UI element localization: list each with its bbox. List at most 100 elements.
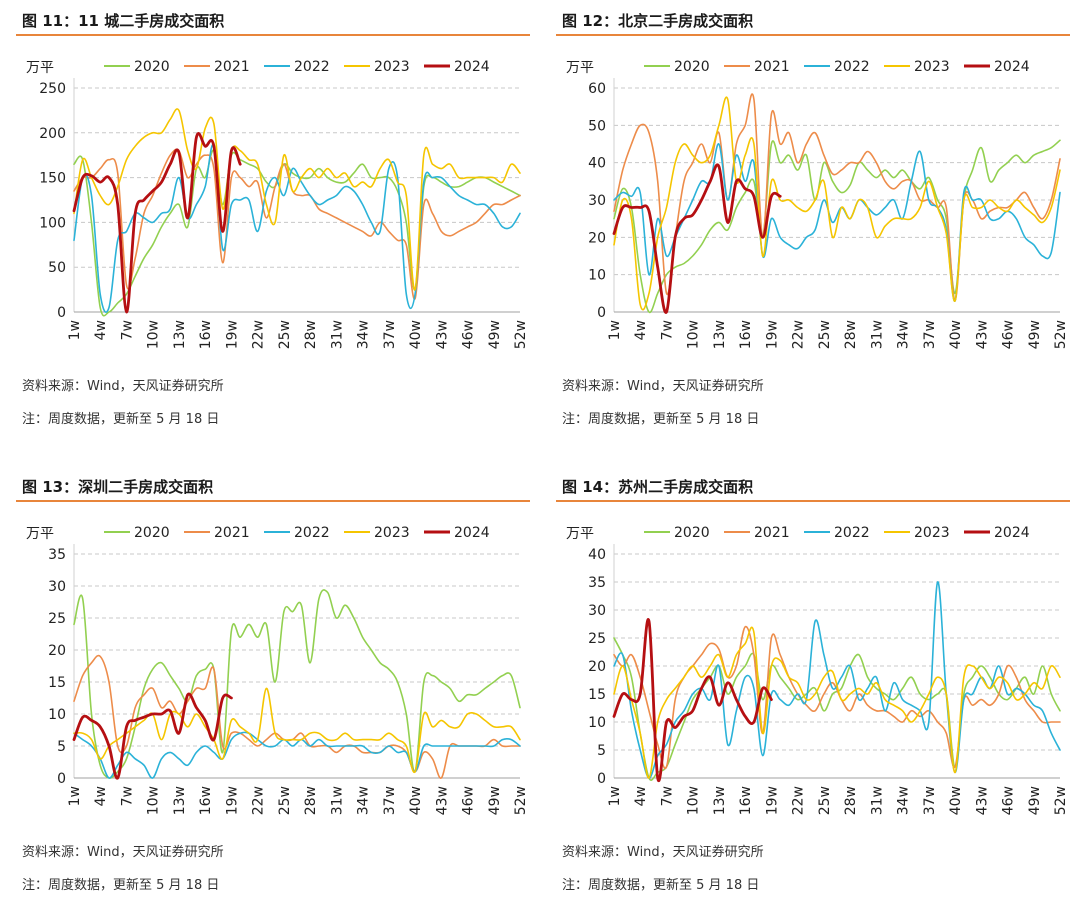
x-tick-label: 28w xyxy=(303,786,319,815)
series-line-2021 xyxy=(73,654,521,779)
y-unit-label: 万平 xyxy=(566,526,594,542)
series-line-2020 xyxy=(613,637,1061,781)
x-tick-label: 7w xyxy=(120,786,136,806)
x-tick-label: 19w xyxy=(764,786,780,815)
x-tick-label: 1w xyxy=(67,786,83,806)
panel-title: 图 13：深圳二手房成交面积 xyxy=(22,478,214,496)
x-tick-label: 43w xyxy=(434,786,450,815)
x-tick-label: 1w xyxy=(67,320,83,340)
y-tick-label: 0 xyxy=(57,771,66,787)
series-line-2022 xyxy=(73,143,521,313)
x-tick-label: 25w xyxy=(817,320,833,349)
x-tick-label: 7w xyxy=(660,320,676,340)
y-tick-label: 25 xyxy=(588,631,606,647)
x-tick-label: 37w xyxy=(922,320,938,349)
x-tick-label: 49w xyxy=(1027,786,1043,815)
x-tick-label: 40w xyxy=(408,320,424,349)
legend-label-2022: 2022 xyxy=(294,525,330,541)
y-tick-label: 20 xyxy=(48,643,66,659)
x-tick-label: 1w xyxy=(607,786,623,806)
x-tick-label: 43w xyxy=(974,786,990,815)
x-tick-label: 31w xyxy=(329,786,345,815)
chart-panel-13: 图 13：深圳二手房成交面积 0 5 10 15 20 25 30 35 万平 1w 4w 7w 10w… xyxy=(16,474,530,893)
legend-label-2022: 2022 xyxy=(834,525,870,541)
series-line-2020 xyxy=(73,589,521,779)
y-tick-label: 15 xyxy=(48,675,66,691)
y-tick-label: 30 xyxy=(588,193,606,209)
legend-label-2023: 2023 xyxy=(374,59,410,75)
source-note: 资料来源：Wind，天风证券研究所 xyxy=(562,845,764,860)
y-tick-label: 35 xyxy=(588,575,606,591)
y-tick-label: 100 xyxy=(39,215,66,231)
x-tick-label: 49w xyxy=(487,320,503,349)
series-line-2024 xyxy=(72,692,233,780)
title-divider xyxy=(16,34,530,36)
x-tick-label: 13w xyxy=(172,786,188,815)
y-tick-label: 60 xyxy=(588,81,606,97)
update-note: 注：周度数据，更新至 5 月 18 日 xyxy=(22,412,220,427)
x-tick-label: 16w xyxy=(198,320,214,349)
legend-label-2020: 2020 xyxy=(674,59,710,75)
x-tick-label: 46w xyxy=(461,320,477,349)
x-tick-label: 16w xyxy=(198,786,214,815)
x-tick-label: 13w xyxy=(712,320,728,349)
source-note: 资料来源：Wind，天风证券研究所 xyxy=(22,379,224,394)
x-tick-label: 46w xyxy=(1001,786,1017,815)
legend-label-2024: 2024 xyxy=(994,525,1030,541)
update-note: 注：周度数据，更新至 5 月 18 日 xyxy=(562,878,760,893)
x-tick-label: 10w xyxy=(146,786,162,815)
y-tick-label: 15 xyxy=(588,687,606,703)
x-tick-label: 13w xyxy=(172,320,188,349)
legend-label-2020: 2020 xyxy=(134,59,170,75)
x-tick-label: 28w xyxy=(843,786,859,815)
y-tick-label: 20 xyxy=(588,230,606,246)
x-tick-label: 4w xyxy=(93,320,109,340)
title-divider xyxy=(556,500,1070,502)
legend-label-2024: 2024 xyxy=(454,525,490,541)
x-tick-label: 7w xyxy=(660,786,676,806)
x-tick-label: 31w xyxy=(869,320,885,349)
x-tick-label: 28w xyxy=(303,320,319,349)
series-line-2024 xyxy=(612,618,773,783)
legend-label-2024: 2024 xyxy=(994,59,1030,75)
series-line-2024 xyxy=(72,132,242,314)
y-tick-label: 30 xyxy=(48,579,66,595)
legend-label-2020: 2020 xyxy=(674,525,710,541)
legend-label-2024: 2024 xyxy=(454,59,490,75)
x-tick-label: 52w xyxy=(513,786,529,815)
series-line-2024 xyxy=(612,163,782,314)
y-tick-label: 5 xyxy=(57,739,66,755)
series-line-2020 xyxy=(73,149,521,317)
source-note: 资料来源：Wind，天风证券研究所 xyxy=(562,379,764,394)
x-tick-label: 19w xyxy=(764,320,780,349)
legend-label-2023: 2023 xyxy=(914,59,950,75)
legend-label-2023: 2023 xyxy=(914,525,950,541)
legend-label-2021: 2021 xyxy=(754,525,790,541)
y-unit-label: 万平 xyxy=(566,60,594,76)
x-tick-label: 34w xyxy=(896,786,912,815)
x-tick-label: 16w xyxy=(738,320,754,349)
y-tick-label: 50 xyxy=(48,260,66,276)
y-tick-label: 200 xyxy=(39,126,66,142)
x-tick-label: 43w xyxy=(974,320,990,349)
y-tick-label: 40 xyxy=(588,156,606,172)
x-tick-label: 25w xyxy=(277,320,293,349)
legend-label-2022: 2022 xyxy=(294,59,330,75)
x-tick-label: 34w xyxy=(356,786,372,815)
y-unit-label: 万平 xyxy=(26,60,54,76)
y-tick-label: 40 xyxy=(588,547,606,563)
y-tick-label: 0 xyxy=(597,305,606,321)
x-tick-label: 25w xyxy=(817,786,833,815)
x-tick-label: 22w xyxy=(251,786,267,815)
update-note: 注：周度数据，更新至 5 月 18 日 xyxy=(22,878,220,893)
x-tick-label: 7w xyxy=(120,320,136,340)
y-tick-label: 20 xyxy=(588,659,606,675)
x-tick-label: 22w xyxy=(791,786,807,815)
line-chart-11: 0 50 100 150 200 250 万平 1w 4w 7w 10w 13w 16w 19w 22w 25… xyxy=(26,59,529,349)
legend-label-2021: 2021 xyxy=(754,59,790,75)
chart-panel-14: 图 14：苏州二手房成交面积 0 5 10 15 20 25 30 35 40 万平 1w 4w 7w 1… xyxy=(556,474,1070,893)
legend-label-2021: 2021 xyxy=(214,59,250,75)
x-tick-label: 1w xyxy=(607,320,623,340)
x-tick-label: 40w xyxy=(408,786,424,815)
x-tick-label: 52w xyxy=(513,320,529,349)
